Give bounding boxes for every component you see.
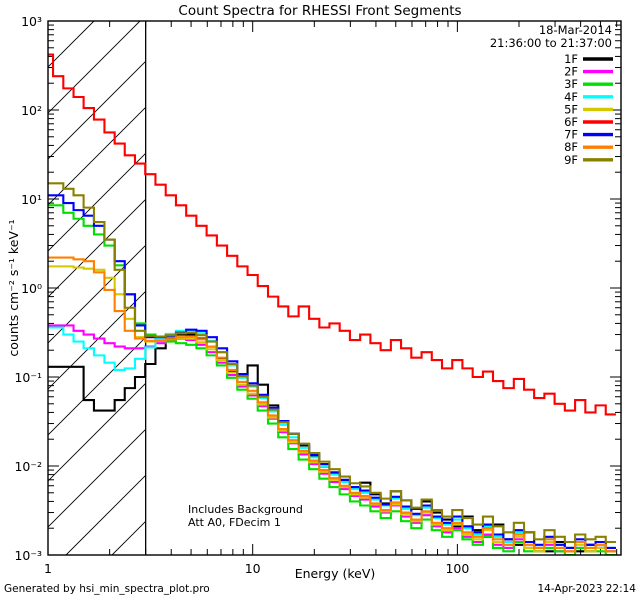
y-tick-label: 10¹ — [21, 192, 42, 207]
observation-date: 18-Mar-2014 — [539, 23, 612, 37]
y-tick-label: 10⁻² — [14, 459, 42, 474]
y-tick-label: 10² — [21, 103, 42, 118]
x-tick-label: 1 — [44, 561, 52, 576]
footer-timestamp: 14-Apr-2023 22:14 — [537, 583, 636, 595]
x-axis-label: Energy (keV) — [295, 566, 376, 581]
legend-label-7f: 7F — [564, 128, 578, 142]
observation-time-range: 21:36:00 to 21:37:00 — [490, 36, 612, 50]
x-tick-label: 10 — [245, 561, 261, 576]
footer-generator: Generated by hsi_min_spectra_plot.pro — [4, 583, 210, 595]
y-tick-label: 10⁻¹ — [14, 370, 42, 385]
legend-label-2f: 2F — [564, 65, 578, 79]
series-line-6f — [48, 53, 616, 416]
legend-label-9f: 9F — [564, 153, 578, 167]
legend-label-4f: 4F — [564, 90, 578, 104]
page-title: Count Spectra for RHESSI Front Segments — [178, 3, 461, 19]
series-line-8f — [48, 256, 616, 553]
plot-frame — [47, 20, 622, 556]
annotation-line-1: Includes Background — [188, 503, 303, 516]
x-tick-label: 100 — [445, 561, 469, 576]
legend-label-3f: 3F — [564, 77, 578, 91]
axis-ticks — [47, 20, 621, 556]
plot-area: 1 10 100 10⁻³ 10⁻² 10⁻¹ 10⁰ 10¹ 10² 10³ — [14, 14, 622, 576]
legend-label-5f: 5F — [564, 102, 578, 116]
legend-label-1f: 1F — [564, 52, 578, 66]
series-line-9f — [48, 182, 616, 544]
annotation-line-2: Att A0, FDecim 1 — [188, 516, 281, 529]
y-tick-label: 10⁰ — [21, 281, 42, 296]
legend-label-6f: 6F — [564, 115, 578, 129]
y-tick-label: 10³ — [21, 14, 42, 29]
legend-label-8f: 8F — [564, 140, 578, 154]
series-line-7f — [48, 194, 616, 549]
y-axis-label: counts cm⁻² s⁻¹ keV⁻¹ — [6, 219, 21, 356]
y-tick-label: 10⁻³ — [14, 548, 42, 563]
